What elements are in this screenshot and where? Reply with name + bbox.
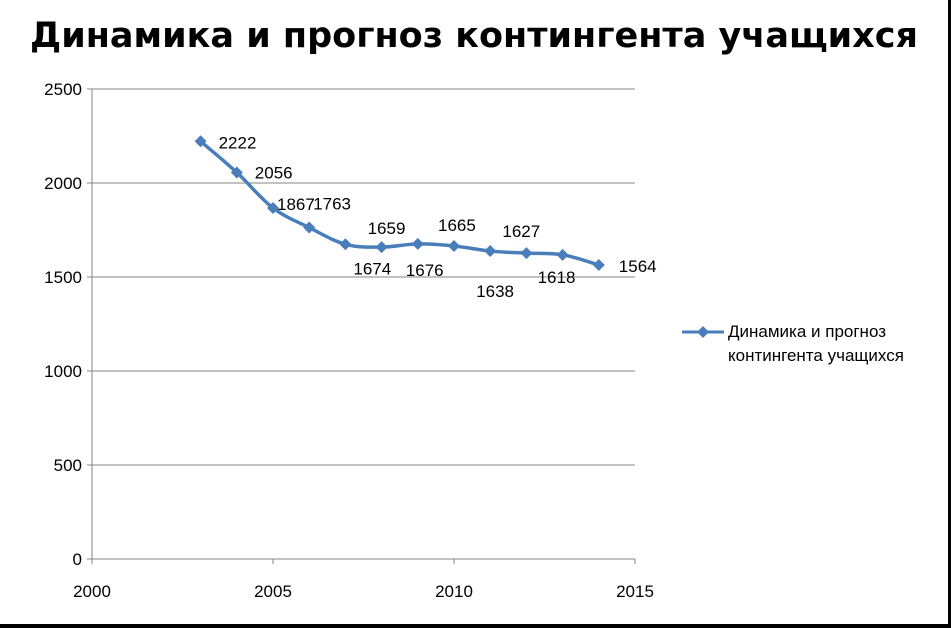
y-tick-label: 0	[73, 550, 82, 569]
data-point-marker	[592, 258, 605, 271]
y-tick-label: 1500	[44, 268, 82, 287]
series-line	[199, 139, 600, 267]
data-point-marker	[556, 248, 569, 261]
gridlines	[92, 88, 635, 466]
data-label: 1763	[313, 195, 351, 214]
x-tick-label: 2000	[73, 582, 111, 601]
data-label: 1627	[502, 222, 540, 241]
data-point-marker	[303, 221, 316, 234]
data-label: 1665	[438, 216, 476, 235]
data-point-marker	[194, 135, 207, 148]
data-label: 1867	[277, 195, 315, 214]
data-point-marker	[339, 238, 352, 251]
data-label: 2222	[219, 133, 257, 152]
data-label: 1659	[368, 219, 406, 238]
data-label: 2056	[255, 163, 293, 182]
axes	[87, 88, 636, 564]
data-label: 1676	[406, 261, 444, 280]
legend-line-marker-icon	[682, 326, 724, 338]
series	[194, 135, 605, 271]
data-label: 1638	[476, 282, 514, 301]
x-tick-label: 2015	[616, 582, 654, 601]
data-point-marker	[484, 245, 497, 258]
chart-title: Динамика и прогноз контингента учащихся	[30, 16, 918, 56]
data-point-marker	[230, 166, 243, 179]
data-point-marker	[267, 202, 279, 215]
data-point-marker	[411, 237, 424, 250]
tick-labels: 0 500 1000 1500 2000 2500 2000 2005 2010 2015	[44, 80, 654, 601]
data-label: 1618	[538, 268, 576, 287]
data-label: 1564	[619, 257, 657, 276]
y-tick-label: 1000	[44, 362, 82, 381]
y-tick-label: 500	[54, 456, 82, 475]
x-tick-label: 2010	[435, 582, 473, 601]
data-label: 1674	[353, 259, 391, 278]
y-tick-label: 2000	[44, 174, 82, 193]
data-point-marker	[520, 247, 533, 260]
data-point-marker	[375, 241, 388, 254]
data-point-marker	[448, 239, 460, 252]
legend-label: Динамика и прогноз контингента учащихся	[728, 322, 904, 365]
x-tick-label: 2005	[254, 582, 292, 601]
y-tick-label: 2500	[44, 80, 82, 99]
